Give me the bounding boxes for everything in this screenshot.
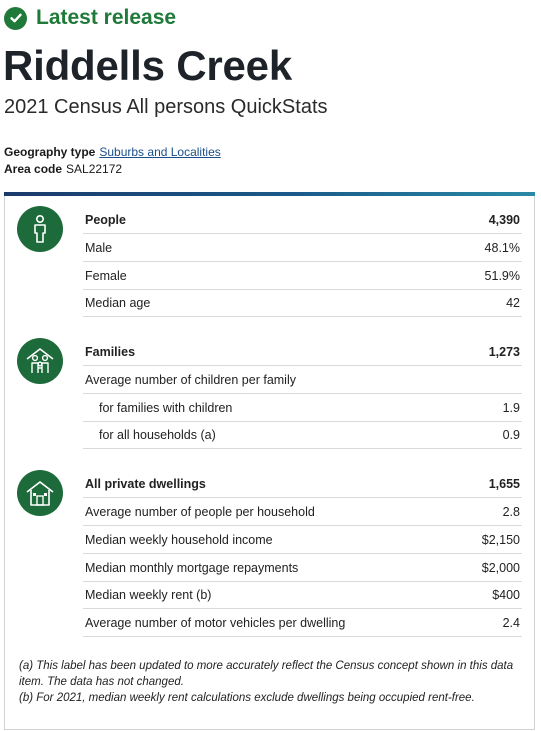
stat-row-mortgage: Median monthly mortgage repayments $2,00…: [83, 554, 522, 582]
card-top-accent: [4, 192, 535, 196]
stat-row-rent: Median weekly rent (b) $400: [83, 581, 522, 609]
stat-row-male: Male 48.1%: [83, 234, 522, 262]
footnotes: (a) This label has been updated to more …: [19, 658, 525, 706]
stat-row-dwellings: All private dwellings 1,655: [83, 470, 522, 498]
footnote-b: (b) For 2021, median weekly rent calcula…: [19, 692, 475, 704]
stat-row-motor-vehicles: Average number of motor vehicles per dwe…: [83, 609, 522, 637]
geography-type-link[interactable]: Suburbs and Localities: [99, 145, 221, 159]
stat-row-families-with-children: for families with children 1.9: [83, 394, 522, 422]
latest-release-banner: Latest release: [4, 6, 176, 30]
latest-release-label: Latest release: [36, 6, 177, 29]
house-icon: [17, 470, 63, 516]
area-code-label: Area code: [4, 162, 63, 176]
footnote-a: (a) This label has been updated to more …: [19, 660, 514, 688]
check-circle-icon: [4, 6, 27, 30]
stat-row-median-age: Median age 42: [83, 289, 522, 317]
page-subtitle: 2021 Census All persons QuickStats: [4, 96, 328, 118]
person-icon: [17, 206, 63, 252]
page-title: Riddells Creek: [3, 42, 292, 89]
family-icon: [17, 338, 63, 384]
stat-row-families: Families 1,273: [83, 338, 522, 366]
stat-row-avg-children: Average number of children per family: [83, 366, 522, 394]
stat-row-all-households: for all households (a) 0.9: [83, 421, 522, 449]
geography-info: Geography type Suburbs and Localities Are…: [4, 144, 221, 178]
quickstats-card: People 4,390 Male 48.1% Female 51.9% Med…: [4, 192, 535, 730]
area-code-value: SAL22172: [66, 162, 123, 176]
stat-row-people-per-household: Average number of people per household 2…: [83, 498, 522, 526]
stat-row-people: People 4,390: [83, 206, 522, 234]
stat-row-female: Female 51.9%: [83, 262, 522, 290]
stat-row-household-income: Median weekly household income $2,150: [83, 526, 522, 554]
geography-type-label: Geography type: [4, 145, 96, 159]
